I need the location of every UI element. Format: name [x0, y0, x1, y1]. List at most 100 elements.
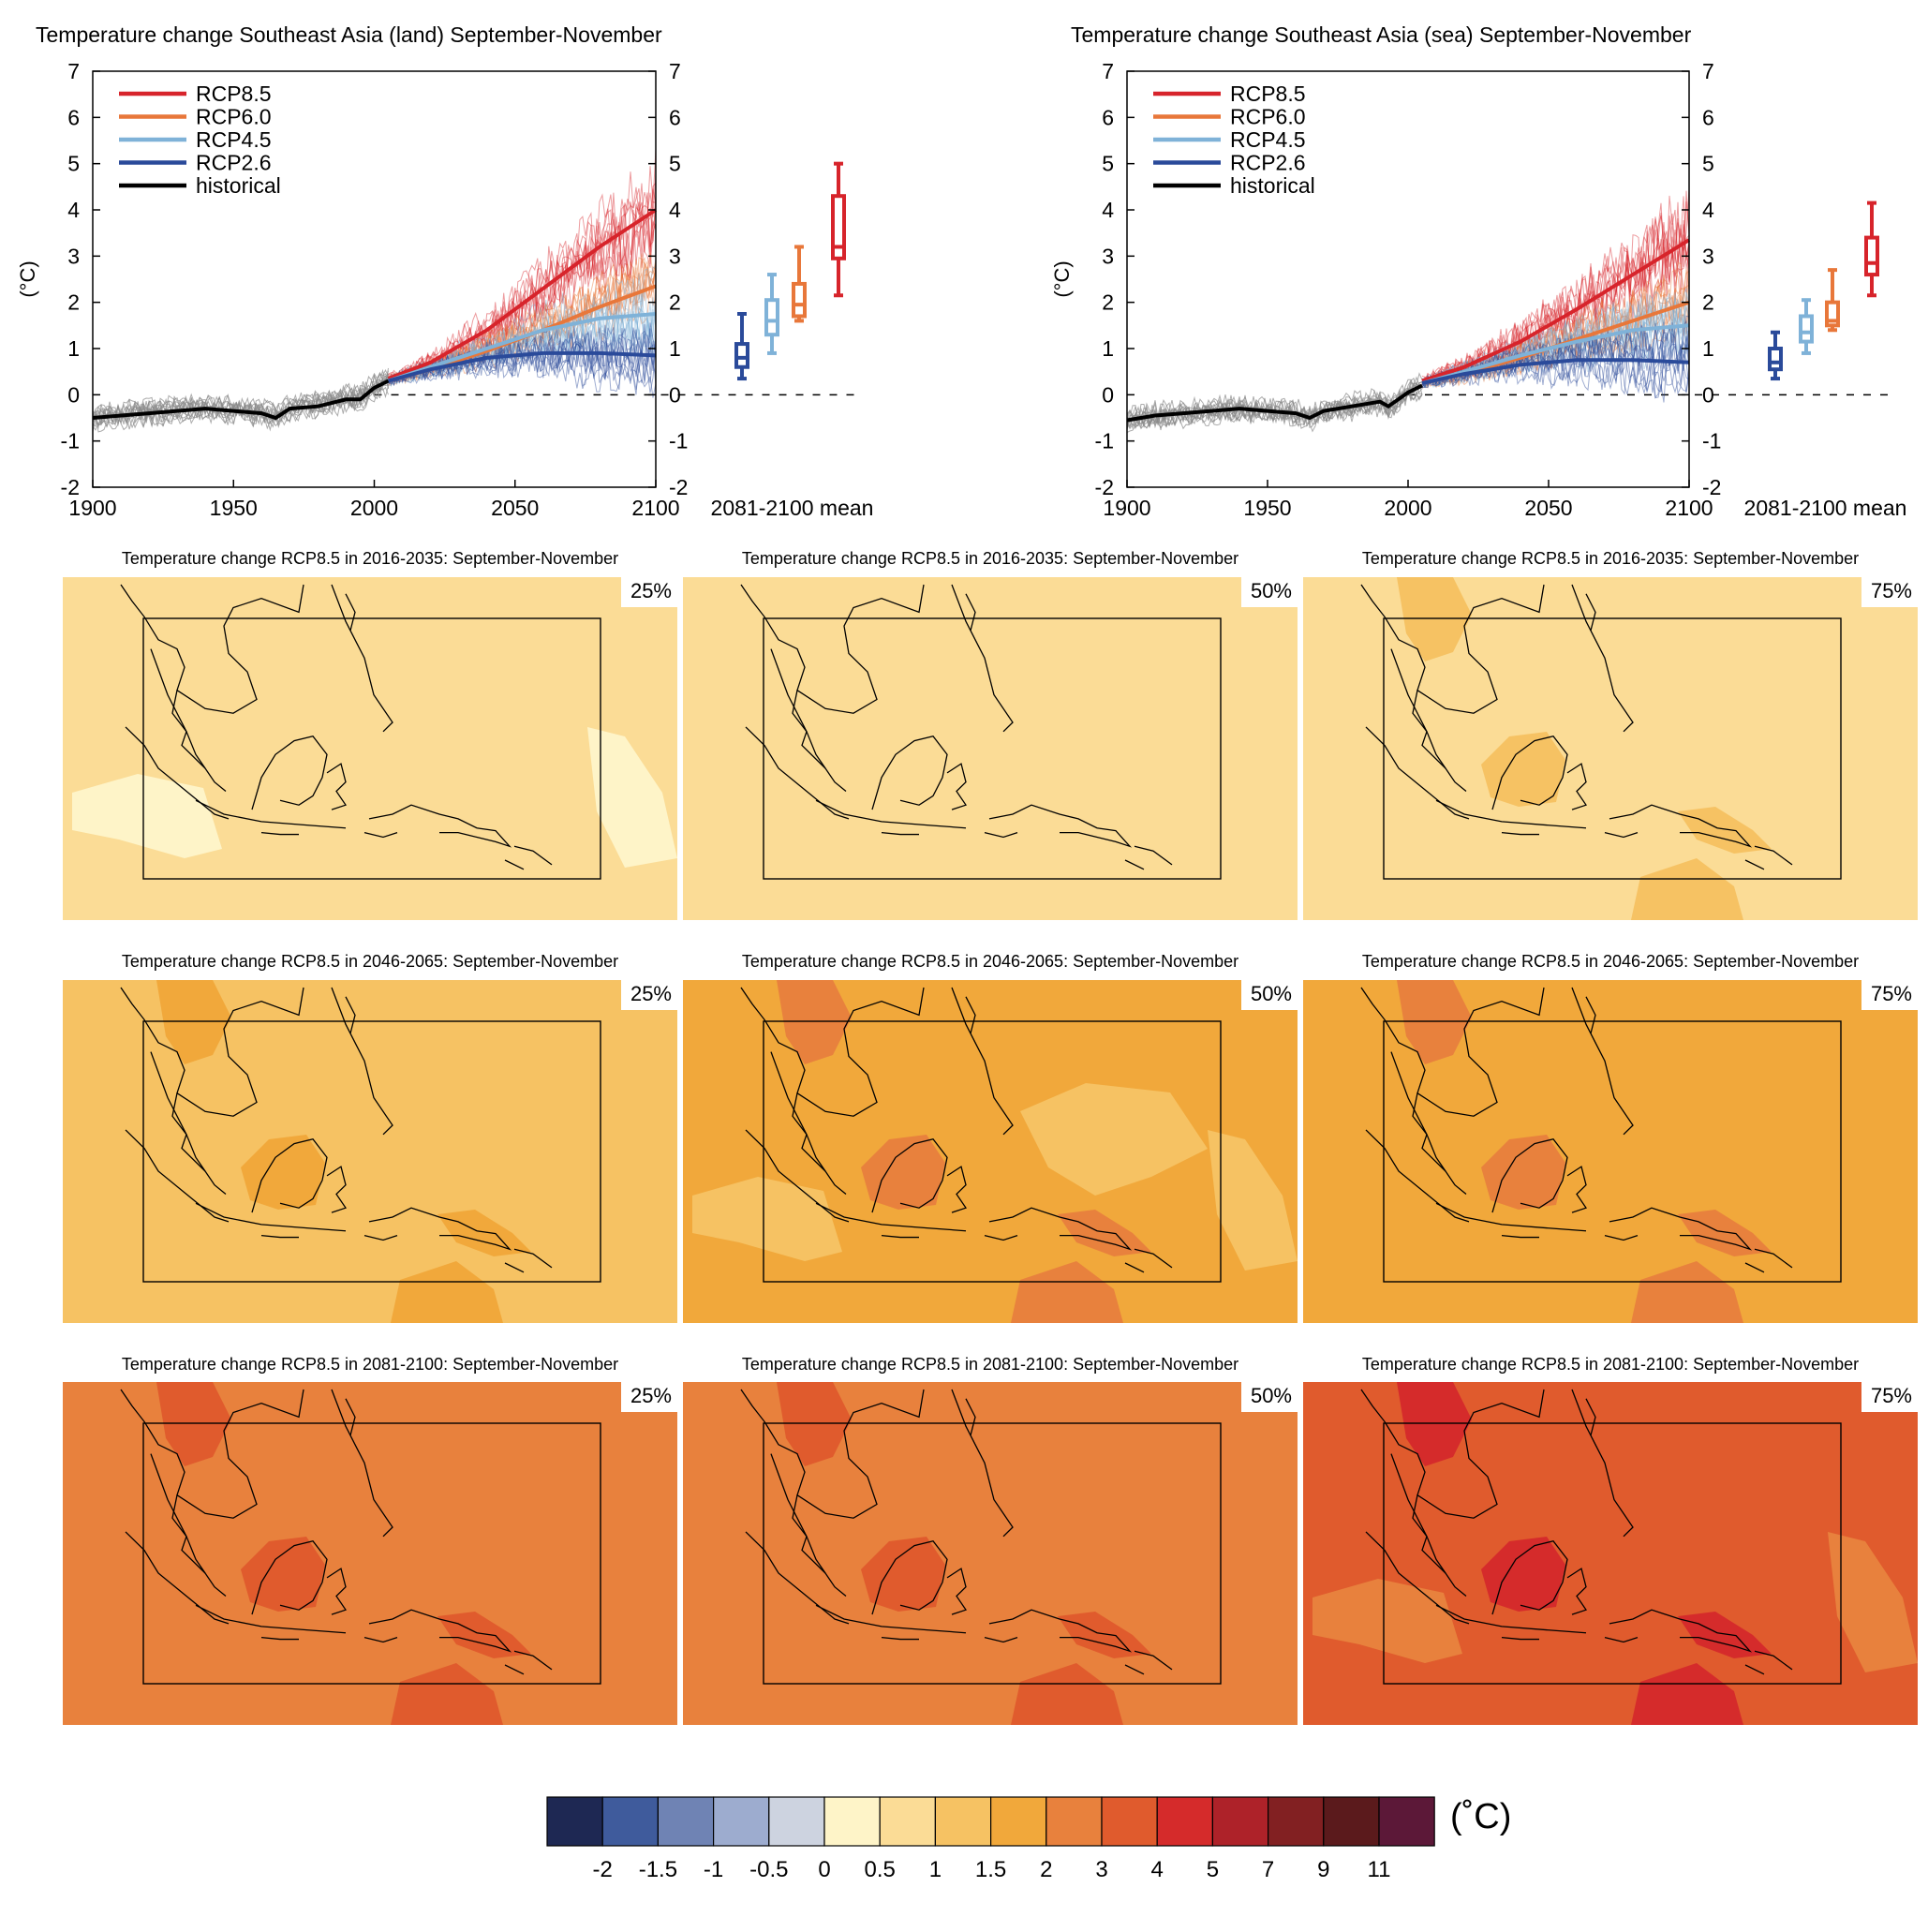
- coastline: [745, 1531, 850, 1625]
- map-panel: 50%: [683, 577, 1298, 920]
- coastline: [1365, 726, 1470, 820]
- coastline: [871, 1137, 948, 1213]
- coastline: [1134, 845, 1173, 866]
- temperature-hotspot: [438, 1210, 531, 1256]
- temperature-hotspot: [1011, 1261, 1123, 1323]
- colorbar-swatch: [657, 1796, 715, 1847]
- coastline: [331, 584, 393, 733]
- RCP85-ensemble-member: [1421, 239, 1690, 384]
- RCP60-ensemble-member: [388, 260, 657, 386]
- coastline: [792, 1494, 847, 1597]
- land-chart-title: Temperature change Southeast Asia (land)…: [36, 22, 662, 47]
- colorbar-swatch: [1211, 1796, 1269, 1847]
- y-tick-label-right: 2: [669, 290, 681, 315]
- boxplot-axis-label: 2081-2100 mean: [711, 496, 874, 520]
- map-panel: 75%: [1303, 1382, 1918, 1725]
- region-box: [1383, 1020, 1842, 1283]
- RCP45-mean-line: [387, 312, 657, 383]
- temperature-patch: [1313, 1579, 1462, 1663]
- sea-chart-title: Temperature change Southeast Asia (sea) …: [1071, 22, 1692, 47]
- box: [1768, 347, 1783, 372]
- coastline: [1566, 1166, 1588, 1213]
- coastline: [368, 1207, 512, 1251]
- colorbar-tick-label: 2: [1040, 1857, 1053, 1882]
- coastline: [1435, 1604, 1587, 1634]
- coastline: [195, 799, 347, 829]
- map-title: Temperature change RCP8.5 in 2081-2100: …: [121, 1355, 619, 1374]
- map-canvas: [63, 577, 677, 920]
- coastline: [120, 1389, 304, 1519]
- y-axis-label: (°C): [16, 260, 39, 297]
- x-tick-label: 2050: [491, 496, 539, 520]
- coastline: [881, 1234, 919, 1239]
- colorbar-swatch: [1046, 1796, 1103, 1847]
- box: [831, 194, 846, 260]
- y-tick-label-left: 5: [1102, 152, 1114, 176]
- y-tick-label-left: 7: [1102, 59, 1114, 83]
- coastline: [363, 831, 398, 839]
- RCP26-ensemble-member: [1421, 333, 1690, 388]
- legend-label: RCP6.0: [1230, 105, 1306, 129]
- y-tick-label-left: 2: [1102, 290, 1114, 315]
- RCP85-ensemble-member: [1421, 224, 1690, 387]
- coastline: [1609, 1609, 1753, 1653]
- coastline: [195, 1202, 347, 1232]
- legend-label: RCP6.0: [196, 105, 272, 129]
- y-tick-label-right: -2: [669, 475, 688, 499]
- RCP60-ensemble-member: [388, 277, 657, 383]
- temperature-hotspot: [241, 1135, 325, 1210]
- coastline: [1390, 648, 1446, 769]
- coastline: [125, 726, 230, 820]
- coastline: [988, 1207, 1133, 1251]
- temperature-patch: [692, 1177, 842, 1261]
- region-box: [1383, 1422, 1842, 1685]
- coastline: [504, 859, 525, 870]
- y-tick-label-left: -1: [61, 429, 80, 453]
- RCP85-ensemble-member: [1421, 196, 1690, 387]
- percentile-label: 25%: [620, 577, 677, 607]
- coastline: [125, 1129, 230, 1223]
- temperature-hotspot: [1631, 1261, 1743, 1323]
- temperature-hotspot: [1678, 1210, 1772, 1256]
- RCP85-ensemble-member: [388, 191, 657, 383]
- coastline: [251, 735, 328, 810]
- coastline: [504, 1262, 525, 1273]
- RCP60-ensemble-member: [1421, 298, 1690, 389]
- coastline: [120, 584, 304, 714]
- map-canvas: [63, 980, 677, 1323]
- colorbar-swatch: [1267, 1796, 1325, 1847]
- y-tick-label-right: 7: [669, 59, 681, 83]
- coastline: [345, 996, 356, 1034]
- RCP85-ensemble-member: [388, 148, 657, 381]
- coastline: [1435, 799, 1587, 829]
- legend-label: historical: [1230, 173, 1315, 198]
- y-tick-label-left: 1: [67, 336, 80, 361]
- y-tick-label-right: 2: [1702, 290, 1714, 315]
- coastline: [1609, 804, 1753, 848]
- RCP60-ensemble-member: [1421, 298, 1690, 387]
- temperature-hotspot: [1631, 858, 1743, 920]
- coastline: [988, 804, 1133, 848]
- coastline: [251, 1539, 328, 1615]
- coastline: [1585, 1398, 1596, 1436]
- y-tick-label-left: 2: [67, 290, 80, 315]
- coastline: [1604, 1234, 1639, 1241]
- coastline: [1501, 1636, 1539, 1641]
- colorbar-swatch: [934, 1796, 992, 1847]
- y-tick-label-right: -2: [1702, 475, 1721, 499]
- temperature-patch: [1020, 1083, 1208, 1196]
- coastline: [815, 799, 967, 829]
- percentile-label: 75%: [1861, 980, 1918, 1010]
- coastline: [881, 1636, 919, 1641]
- historical-mean-line: [1126, 383, 1423, 423]
- y-tick-label-right: 6: [1702, 105, 1714, 129]
- coastline: [1571, 987, 1634, 1136]
- coastline: [740, 987, 925, 1117]
- plot-frame: [1126, 70, 1690, 488]
- map-title: Temperature change RCP8.5 in 2016-2035: …: [741, 549, 1239, 568]
- historical-ensemble-member: [1126, 381, 1423, 430]
- map-title: Temperature change RCP8.5 in 2016-2035: …: [121, 549, 619, 568]
- legend-label: RCP4.5: [1230, 127, 1306, 152]
- y-tick-label-left: -2: [61, 475, 80, 499]
- map-base-fill: [63, 980, 677, 1323]
